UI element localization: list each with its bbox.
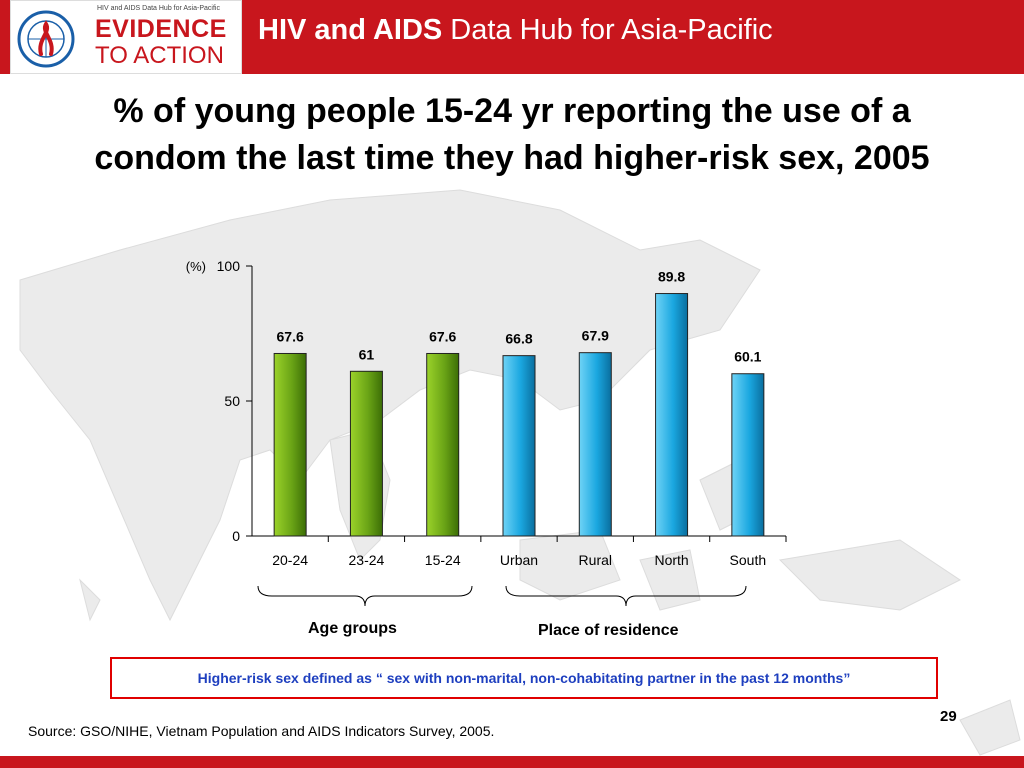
definition-note: Higher-risk sex defined as “ sex with no… [110,657,938,699]
slide-title: % of young people 15-24 yr reporting the… [0,88,1024,182]
logo-text-to-action: TO ACTION [95,42,224,69]
age-groups-brace [257,585,473,607]
x-tick-label: Rural [579,552,612,568]
data-label: 89.8 [658,269,685,285]
x-tick-label: 23-24 [349,552,385,568]
data-label: 67.6 [429,328,456,344]
source-note: Source: GSO/NIHE, Vietnam Population and… [28,723,495,739]
bar-23-24 [349,370,383,537]
place-of-residence-brace [505,585,747,607]
slide-title-line-1: % of young people 15-24 yr reporting the… [113,92,911,130]
y-axis-label: (%) [186,259,206,274]
bar-Rural [578,352,612,537]
page-number: 29 [940,708,957,725]
y-tick-label: 50 [224,393,240,409]
bar-South [731,373,765,537]
bottom-bar [0,756,1024,768]
x-tick-label: 15-24 [425,552,461,568]
evidence-to-action-logo: HIV and AIDS Data Hub for Asia-Pacific E… [10,0,242,74]
bar-North [655,293,689,537]
bar-15-24 [426,352,460,537]
x-tick-label: Urban [500,552,538,568]
age-groups-label: Age groups [308,620,397,637]
x-tick-label: South [730,552,767,568]
place-of-residence-label: Place of residence [538,622,679,639]
slide-title-line-2: condom the last time they had higher-ris… [94,139,930,177]
data-label: 60.1 [734,349,761,365]
data-label: 61 [359,346,375,362]
data-label: 67.9 [582,328,609,344]
header-bar: HIV and AIDS Data Hub for Asia-Pacific E… [0,0,1024,74]
bar-Urban [502,355,536,537]
header-title-rest: Data Hub for Asia-Pacific [442,14,773,46]
data-label: 66.8 [505,331,532,347]
data-label: 67.6 [277,328,304,344]
x-tick-label: 20-24 [272,552,308,568]
header-title: HIV and AIDS Data Hub for Asia-Pacific [258,14,773,47]
logo-tagline: HIV and AIDS Data Hub for Asia-Pacific [97,5,220,12]
y-tick-label: 100 [217,258,241,274]
logo-text-evidence: EVIDENCE [95,15,227,43]
bar-20-24 [273,352,307,537]
header-title-bold: HIV and AIDS [258,14,443,46]
y-tick-label: 0 [232,528,240,544]
x-tick-label: North [654,552,688,568]
un-emblem-icon [17,10,75,68]
